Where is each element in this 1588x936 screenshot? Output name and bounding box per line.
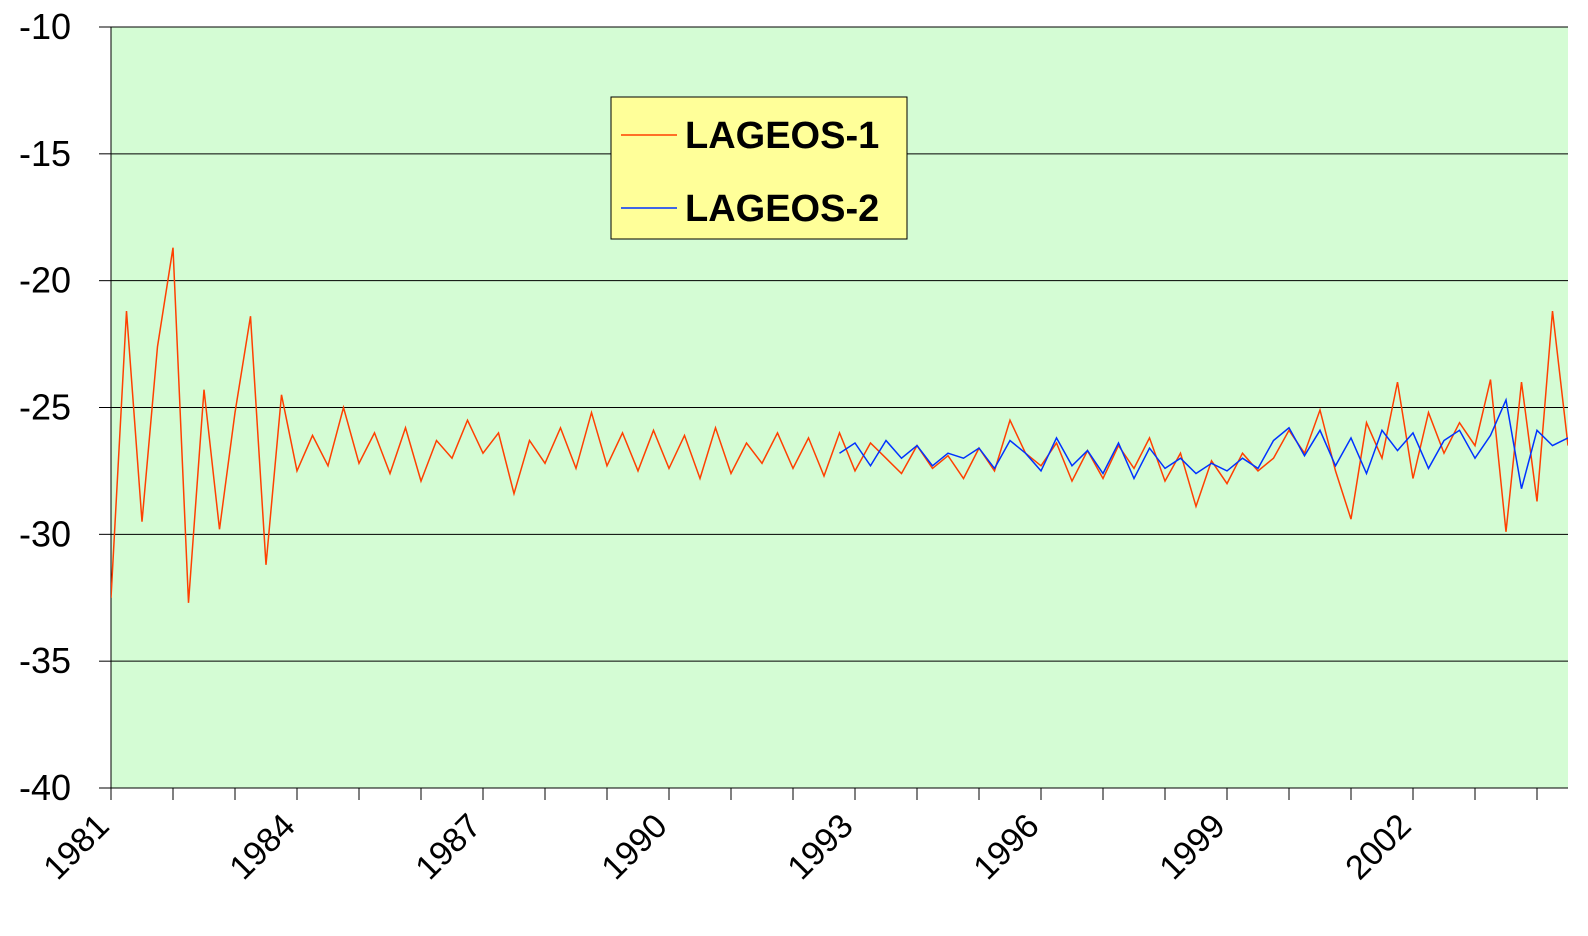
y-tick-label: -10 [19, 6, 71, 47]
legend-label: LAGEOS-1 [685, 115, 879, 157]
y-tick-label: -40 [19, 767, 71, 808]
y-tick-label: -20 [19, 260, 71, 301]
legend-box [610, 96, 908, 240]
legend-label: LAGEOS-2 [685, 188, 879, 230]
y-tick-label: -35 [19, 640, 71, 681]
series-line [839, 397, 1568, 489]
x-tick-label: 1981 [36, 807, 116, 887]
y-tick-label: -25 [19, 387, 71, 428]
x-tick-label: 1990 [594, 807, 674, 887]
series-line [111, 247, 1568, 603]
y-tick-label: -15 [19, 133, 71, 174]
x-tick-label: 2002 [1338, 807, 1418, 887]
y-tick-label: -30 [19, 513, 71, 554]
x-tick-label: 1987 [408, 807, 488, 887]
x-tick-label: 1996 [966, 807, 1046, 887]
x-tick-label: 1999 [1152, 807, 1232, 887]
x-tick-label: 1993 [780, 807, 860, 887]
x-tick-label: 1984 [222, 807, 302, 887]
